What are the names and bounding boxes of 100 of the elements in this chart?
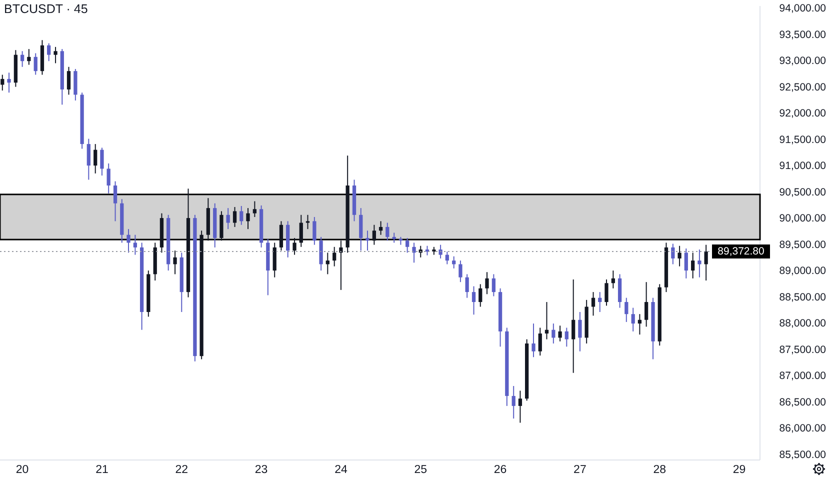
candlestick — [252, 200, 257, 218]
candlestick — [704, 244, 708, 281]
candlestick — [74, 68, 78, 101]
candlestick — [279, 220, 284, 252]
candlestick — [94, 144, 98, 174]
candlestick — [472, 286, 476, 316]
candlestick — [366, 230, 370, 252]
x-tick-label: 22 — [175, 464, 188, 476]
y-tick-label: 93,000.00 — [779, 55, 826, 68]
candlestick — [538, 327, 542, 356]
candlestick — [272, 242, 276, 278]
y-tick-label: 94,000.00 — [779, 2, 826, 15]
candlestick — [332, 246, 336, 267]
candlestick — [86, 138, 90, 180]
candlestick — [226, 208, 230, 230]
candlestick — [684, 248, 688, 279]
candlestick — [458, 260, 462, 283]
x-tick-label: 25 — [414, 464, 428, 476]
candlestick — [618, 274, 622, 308]
candlestick — [452, 256, 456, 269]
candlestick — [0, 74, 4, 91]
y-tick-label: 89,500.00 — [779, 238, 826, 251]
y-tick-label: 86,000.00 — [779, 422, 826, 435]
candlestick — [113, 180, 118, 222]
x-tick-label: 24 — [334, 464, 348, 476]
candlestick — [240, 205, 244, 226]
y-tick-label: 91,000.00 — [779, 160, 826, 172]
candlestick — [578, 311, 582, 352]
candlestick — [598, 292, 602, 312]
candlestick — [532, 323, 536, 358]
candlestick — [359, 208, 363, 252]
candlestick — [678, 245, 682, 267]
candlestick — [406, 237, 410, 254]
y-tick-label: 90,500.00 — [779, 186, 826, 198]
candlestick — [220, 210, 224, 242]
candlestick — [126, 228, 130, 254]
candlestick — [100, 147, 104, 176]
candlestick — [698, 249, 702, 278]
candlestick — [518, 390, 522, 424]
x-tick-label: 29 — [732, 464, 746, 476]
candlestick — [644, 282, 648, 328]
candlestick — [312, 216, 316, 246]
candlestick — [20, 50, 24, 68]
y-tick-label: 88,500.00 — [779, 291, 826, 304]
y-tick-label: 86,500.00 — [779, 396, 826, 408]
candlestick — [558, 325, 562, 342]
candlestick — [631, 307, 635, 332]
candlestick — [465, 274, 469, 298]
x-tick-label: 21 — [96, 464, 108, 476]
candlestick — [591, 292, 596, 316]
candlestick — [638, 314, 642, 336]
candlestick — [392, 232, 396, 244]
x-tick-label: 20 — [16, 464, 29, 476]
candlestick — [386, 222, 390, 242]
candlestick — [106, 162, 110, 194]
candlestick — [133, 234, 138, 256]
ref-line-label: 89,372.80 — [718, 245, 765, 258]
candlestick — [246, 208, 250, 230]
candlestick — [512, 385, 516, 420]
candlestick — [7, 72, 11, 94]
candlestick — [378, 220, 383, 236]
y-tick-label: 89,000.00 — [779, 265, 826, 278]
candlestick — [552, 323, 556, 344]
y-tick-label: 85,500.00 — [779, 448, 826, 461]
candlestick — [604, 278, 608, 306]
candlestick — [34, 52, 38, 76]
x-tick-label: 26 — [494, 464, 507, 476]
candlestick — [485, 272, 489, 295]
candlestick — [54, 46, 58, 64]
candlestick — [412, 242, 416, 264]
x-tick-label: 27 — [574, 464, 586, 476]
candlestick — [372, 224, 376, 246]
candlestick — [572, 278, 576, 374]
candlestick — [544, 302, 549, 340]
candlestick — [27, 48, 31, 66]
candlestick — [306, 214, 310, 230]
x-tick-label: 23 — [254, 464, 268, 476]
y-tick-label: 88,000.00 — [779, 318, 826, 330]
y-tick-label: 91,500.00 — [779, 134, 826, 146]
candlestick — [564, 327, 568, 348]
candlestick — [445, 251, 449, 265]
y-tick-label: 92,500.00 — [779, 81, 826, 94]
candlestick — [326, 252, 330, 275]
candlestick — [339, 240, 343, 290]
candlestick — [232, 206, 237, 228]
candlestick — [47, 42, 51, 62]
candlestick — [66, 66, 71, 96]
candlestick — [319, 236, 323, 272]
y-tick-label: 87,000.00 — [779, 370, 826, 382]
candlestick — [492, 274, 496, 297]
chart-title: BTCUSDT · 45 — [4, 2, 88, 16]
candlestick — [438, 244, 442, 259]
y-tick-label: 90,000.00 — [779, 212, 826, 225]
candlestick — [611, 270, 615, 289]
x-tick-label: 28 — [653, 464, 666, 476]
candlestick — [292, 237, 296, 256]
candlestick — [624, 297, 628, 322]
candlestick — [299, 214, 303, 248]
candlestick — [671, 243, 675, 265]
candlestick — [691, 252, 695, 279]
